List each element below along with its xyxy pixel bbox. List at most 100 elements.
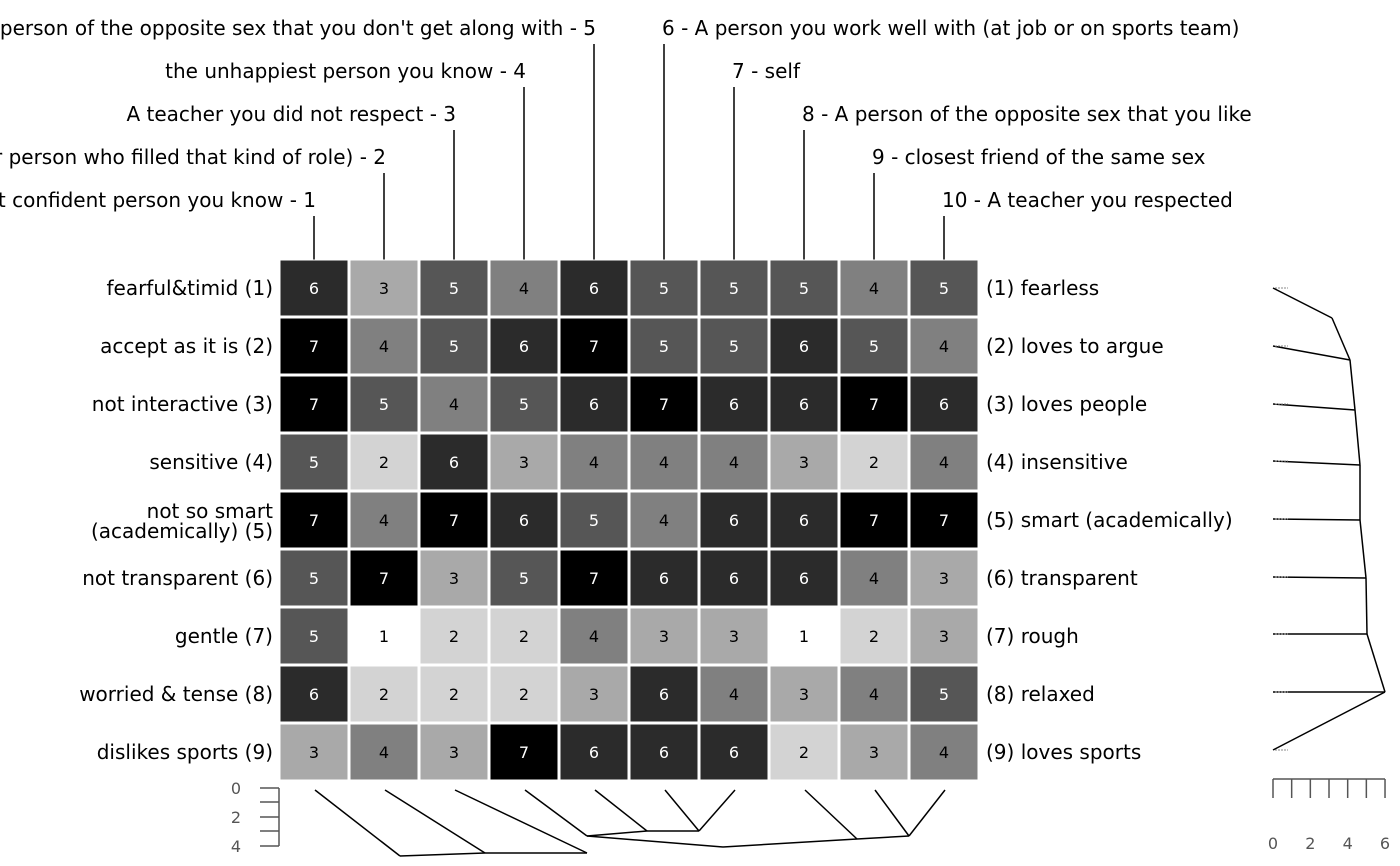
column-label: A person of the opposite sex that you do…: [0, 16, 596, 40]
heatmap-cell: [909, 259, 979, 317]
heatmap-cell: [629, 665, 699, 723]
right-pole-labels: (1) fearless (2) loves to argue (3) loves …: [986, 276, 1233, 764]
cell-value-label: 5: [659, 279, 669, 298]
heatmap-cell: [769, 549, 839, 607]
column-label: the most confident person you know - 1: [0, 188, 316, 212]
cell-value-label: 3: [799, 453, 809, 472]
heatmap-cell: [349, 549, 419, 607]
cell-value-label: 6: [589, 743, 599, 762]
heatmap-cell: [419, 723, 489, 781]
left-pole-label: not so smart (academically) (5): [91, 499, 273, 543]
heatmap-cell: [909, 317, 979, 375]
heatmap-cell: [559, 433, 629, 491]
heatmap-cell: [489, 607, 559, 665]
left-pole-label: fearful&timid (1): [106, 276, 273, 300]
heatmap-cell: [279, 607, 349, 665]
column-label: 6 - A person you work well with (at job …: [662, 16, 1239, 40]
column-label: the unhappiest person you know - 4: [165, 59, 526, 83]
heatmap-cell: [279, 665, 349, 723]
row-dendro-axis-label: 2: [1305, 834, 1315, 853]
heatmap-cell: [839, 723, 909, 781]
row-dendrogram-branch: [1272, 691, 1386, 751]
heatmap-cell: [419, 433, 489, 491]
heatmap-cell: [629, 375, 699, 433]
heatmap-cell: [559, 665, 629, 723]
heatmap-cell: [279, 723, 349, 781]
cell-value-label: 2: [449, 685, 459, 704]
heatmap-cell: [559, 259, 629, 317]
heatmap-cell: [559, 723, 629, 781]
row-dendrogram-branch: [1365, 577, 1368, 635]
heatmap-cell: [769, 317, 839, 375]
column-label: 9 - closest friend of the same sex: [872, 145, 1206, 169]
heatmap-cell: [839, 259, 909, 317]
cell-value-label: 6: [659, 569, 669, 588]
heatmap-cell: [489, 665, 559, 723]
cell-value-label: 5: [659, 337, 669, 356]
row-dendrogram-branch: [1354, 409, 1361, 466]
cell-value-label: 5: [729, 337, 739, 356]
right-pole-label: (8) relaxed: [986, 682, 1095, 706]
cell-value-label: 6: [309, 685, 319, 704]
column-dendrogram-branch: [874, 789, 910, 837]
column-dendrogram-branch: [314, 789, 401, 857]
cell-value-label: 2: [869, 453, 879, 472]
heatmap-cell: [489, 549, 559, 607]
cell-value-label: 4: [589, 627, 599, 646]
cell-value-label: 7: [869, 511, 879, 530]
column-dendrogram-branch: [399, 852, 486, 857]
row-dendrogram-branch: [1272, 576, 1367, 579]
heatmap-cell: [419, 259, 489, 317]
column-dendrogram-branch: [586, 835, 724, 848]
row-dendrogram-branch: [1272, 460, 1361, 466]
cell-value-label: 4: [659, 511, 669, 530]
heatmap-cell: [909, 375, 979, 433]
heatmap-cell: [419, 317, 489, 375]
heatmap-cell: [839, 375, 909, 433]
heatmap-cell: [279, 317, 349, 375]
cell-value-label: 6: [799, 569, 809, 588]
heatmap-cell: [909, 723, 979, 781]
heatmap-cell: [349, 607, 419, 665]
heatmap-cell: [419, 665, 489, 723]
heatmap-cell: [769, 723, 839, 781]
cell-value-label: 4: [869, 685, 879, 704]
cell-value-label: 4: [379, 511, 389, 530]
col-dendro-axis-label: 4: [231, 837, 241, 856]
right-pole-label: (6) transparent: [986, 566, 1138, 590]
cell-value-label: 7: [379, 569, 389, 588]
cell-value-label: 7: [659, 395, 669, 414]
cell-value-label: 4: [869, 279, 879, 298]
heatmap-cell: [909, 607, 979, 665]
cell-value-label: 1: [379, 627, 389, 646]
cell-value-label: 3: [799, 685, 809, 704]
row-dendro-axis-label: 0: [1268, 834, 1278, 853]
heatmap-cell: [909, 491, 979, 549]
heatmap-cell: [839, 549, 909, 607]
heatmap-cell: [349, 665, 419, 723]
heatmap-cell: [769, 433, 839, 491]
column-dendrogram-branch: [586, 830, 648, 837]
cell-value-label: 2: [869, 627, 879, 646]
cell-value-label: 6: [799, 511, 809, 530]
heatmap-cell: [419, 375, 489, 433]
heatmap-cell: [699, 433, 769, 491]
cell-value-label: 3: [659, 627, 669, 646]
heatmap-cell: [629, 259, 699, 317]
heatmap-cell: [559, 549, 629, 607]
cell-value-label: 4: [939, 453, 949, 472]
cell-value-label: 6: [729, 743, 739, 762]
right-pole-label: (2) loves to argue: [986, 334, 1164, 358]
heatmap-cell: [839, 491, 909, 549]
column-dendrogram-branch: [664, 789, 700, 832]
heatmap-cell: [349, 491, 419, 549]
cell-value-label: 2: [449, 627, 459, 646]
heatmap-cell: [909, 665, 979, 723]
cell-value-label: 3: [589, 685, 599, 704]
left-pole-label: not interactive (3): [92, 392, 273, 416]
cell-value-label: 2: [519, 685, 529, 704]
cell-value-label: 5: [449, 279, 459, 298]
row-dendrogram-branch: [1349, 359, 1356, 411]
heatmap-cell: [279, 375, 349, 433]
cell-value-label: 3: [449, 743, 459, 762]
